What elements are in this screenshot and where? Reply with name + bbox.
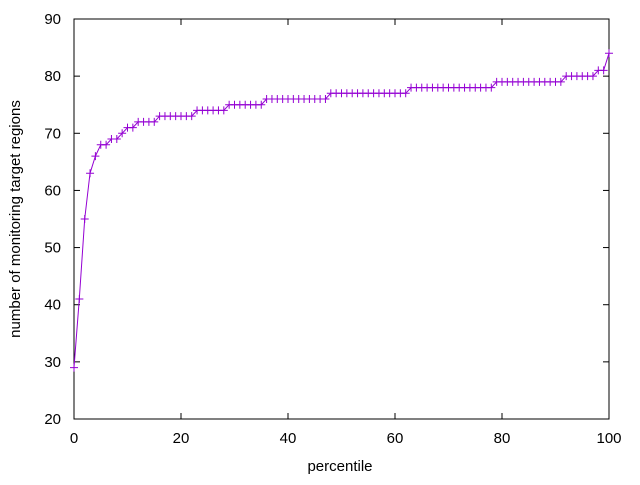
data-point [401, 89, 410, 98]
data-point [599, 66, 608, 75]
data-point [80, 215, 89, 223]
x-tick-label: 80 [494, 430, 511, 447]
data-point [605, 49, 613, 58]
data-point [321, 95, 330, 103]
data-point [91, 152, 100, 161]
x-tick-label: 20 [173, 430, 190, 447]
x-tick-label: 60 [387, 430, 404, 447]
x-tick-label: 100 [596, 430, 621, 447]
data-point [128, 123, 137, 132]
data-point [150, 117, 159, 126]
data-point [70, 363, 78, 372]
data-point [187, 112, 196, 121]
data-point [86, 169, 95, 178]
data-point [75, 295, 84, 303]
y-tick-label: 30 [44, 354, 61, 371]
y-tick-label: 70 [44, 125, 61, 142]
series-line [73, 53, 610, 368]
y-tick-label: 20 [44, 411, 61, 428]
y-axis-label: number of monitoring target regions [7, 100, 24, 338]
data-point [257, 100, 266, 109]
data-point [219, 106, 228, 115]
y-tick-label: 50 [44, 240, 61, 257]
y-tick-label: 40 [44, 297, 61, 314]
data-point [118, 129, 127, 138]
y-tick-label: 80 [44, 68, 61, 85]
plot-frame [73, 18, 610, 420]
data-point [487, 83, 496, 92]
x-tick-label: 40 [280, 430, 297, 447]
y-tick-label: 90 [44, 11, 61, 28]
data-point [102, 140, 111, 149]
data-point [588, 72, 597, 81]
data-point [556, 77, 565, 86]
x-tick-label: 0 [70, 430, 78, 447]
y-tick-label: 60 [44, 182, 61, 199]
data-point [112, 135, 121, 143]
x-axis-label: percentile [307, 458, 372, 475]
